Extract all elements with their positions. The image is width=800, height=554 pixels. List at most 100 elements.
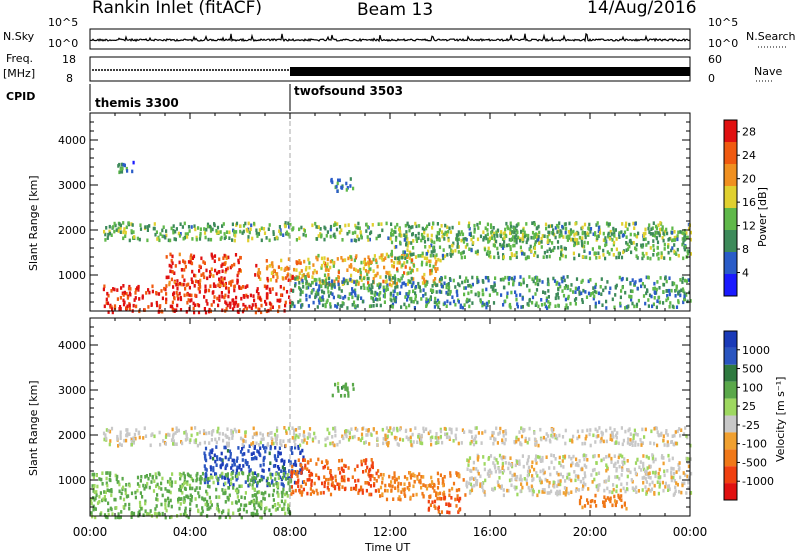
velocity-panel-cell bbox=[257, 503, 260, 507]
power-panel-cell bbox=[470, 290, 473, 294]
power-panel-cell bbox=[276, 272, 279, 276]
power-panel-cell bbox=[406, 221, 409, 226]
velocity-panel-cell bbox=[169, 498, 172, 503]
velocity-panel-cell bbox=[109, 439, 112, 443]
power-panel-cell bbox=[434, 269, 438, 273]
velocity-panel-cell bbox=[334, 426, 337, 430]
velocity-panel-cell bbox=[174, 431, 177, 435]
power-panel-cell bbox=[434, 262, 437, 266]
power-panel-cell bbox=[426, 298, 430, 303]
velocity-panel-cell bbox=[282, 462, 286, 466]
power-panel-cell bbox=[426, 256, 429, 261]
power-panel-cell bbox=[637, 298, 640, 303]
power-panel-cell bbox=[455, 289, 458, 294]
velocity-panel-cell bbox=[194, 488, 197, 492]
velocity-panel-cell bbox=[250, 499, 253, 504]
velocity-panel-cell bbox=[530, 464, 533, 469]
power-panel-cell bbox=[292, 276, 295, 280]
power-panel-cell bbox=[218, 298, 221, 302]
power-panel-cell bbox=[207, 288, 211, 293]
power-panel-cell bbox=[543, 302, 546, 306]
velocity-panel-cell bbox=[631, 443, 634, 447]
velocity-panel-cell bbox=[116, 515, 120, 520]
power-panel-cell bbox=[553, 279, 557, 283]
velocity-panel-cell bbox=[283, 467, 286, 471]
power-panel-cell bbox=[172, 224, 175, 228]
velocity-panel-cell bbox=[593, 454, 596, 458]
power-panel-cell bbox=[265, 236, 268, 240]
power-panel-cell bbox=[171, 254, 174, 259]
velocity-panel-cell bbox=[586, 498, 589, 502]
velocity-panel-cell bbox=[407, 437, 410, 442]
velocity-panel-cell bbox=[132, 441, 135, 445]
power-panel-cell bbox=[633, 226, 636, 230]
velocity-panel-cell bbox=[513, 440, 516, 444]
power-panel-cell bbox=[602, 231, 605, 236]
velocity-panel-cell bbox=[532, 489, 535, 494]
power-panel-cell bbox=[354, 230, 357, 235]
velocity-panel-cell bbox=[210, 438, 213, 442]
velocity-panel-cell bbox=[347, 466, 350, 470]
velocity-panel-cell bbox=[384, 488, 387, 493]
power-panel-cell bbox=[341, 304, 344, 308]
velocity-panel-cell bbox=[458, 473, 461, 478]
velocity-panel-cell bbox=[336, 482, 339, 486]
velocity-panel-cell bbox=[361, 436, 364, 440]
power-panel-cell bbox=[514, 290, 517, 294]
power-panel-cell bbox=[216, 296, 219, 301]
power-panel-cell bbox=[115, 228, 118, 232]
velocity-panel-cell bbox=[384, 437, 387, 441]
velocity-panel-cell bbox=[558, 433, 561, 438]
velocity-panel-cell bbox=[401, 438, 405, 442]
power-panel-cell bbox=[443, 237, 446, 241]
power-panel-cell bbox=[284, 276, 287, 280]
power-panel-cell bbox=[223, 295, 226, 300]
velocity-panel-cell bbox=[259, 431, 262, 436]
velocity-panel-cell bbox=[482, 488, 485, 493]
velocity-panel-cell bbox=[91, 514, 94, 519]
velocity-panel-cell bbox=[300, 463, 303, 468]
velocity-panel-cell bbox=[260, 491, 263, 496]
velocity-panel-cell bbox=[536, 493, 539, 498]
velocity-panel-cell bbox=[662, 461, 665, 466]
velocity-panel-cell bbox=[600, 430, 603, 435]
power-panel-cell bbox=[363, 257, 366, 262]
velocity-panel-cell bbox=[679, 433, 682, 438]
power-panel-cell bbox=[435, 283, 438, 288]
velocity-panel-cell bbox=[117, 444, 120, 448]
power-panel-cell bbox=[384, 280, 387, 284]
velocity-panel-cell bbox=[558, 461, 561, 465]
velocity-panel-cell bbox=[552, 480, 555, 485]
velocity-panel-cell bbox=[498, 484, 501, 489]
velocity-panel-cell bbox=[251, 476, 254, 480]
velocity-panel-cell bbox=[678, 461, 681, 465]
velocity-panel-cell bbox=[531, 492, 534, 497]
velocity-panel-cell bbox=[397, 488, 400, 493]
power-panel-cell bbox=[584, 290, 587, 294]
velocity-panel-cell bbox=[269, 475, 273, 480]
velocity-panel-cell bbox=[308, 473, 311, 478]
power-panel-cell bbox=[545, 298, 548, 303]
velocity-panel-cell bbox=[344, 382, 348, 387]
power-panel-cell bbox=[365, 262, 368, 266]
power-panel-cell bbox=[329, 227, 332, 232]
power-panel-cell bbox=[434, 277, 437, 281]
power-panel-cell bbox=[215, 229, 218, 233]
velocity-panel-cell bbox=[605, 455, 608, 459]
velocity-panel-cell bbox=[199, 480, 202, 485]
velocity-panel-cell bbox=[273, 432, 277, 437]
power-panel-cell bbox=[423, 240, 427, 244]
power-panel-cell bbox=[585, 295, 589, 299]
power-panel-cell bbox=[171, 270, 174, 274]
power-panel-cell bbox=[488, 293, 491, 297]
power-panel-cell bbox=[341, 258, 344, 263]
power-panel-cell bbox=[265, 302, 268, 306]
power-panel-cell bbox=[406, 260, 409, 264]
velocity-panel-cell bbox=[209, 475, 213, 479]
power-panel-cell bbox=[327, 273, 330, 277]
velocity-panel-cell bbox=[408, 481, 411, 486]
velocity-panel-cell bbox=[367, 429, 370, 433]
velocity-panel-cell bbox=[253, 471, 257, 475]
velocity-panel-cell bbox=[621, 454, 624, 459]
power-panel-cell bbox=[384, 275, 388, 279]
